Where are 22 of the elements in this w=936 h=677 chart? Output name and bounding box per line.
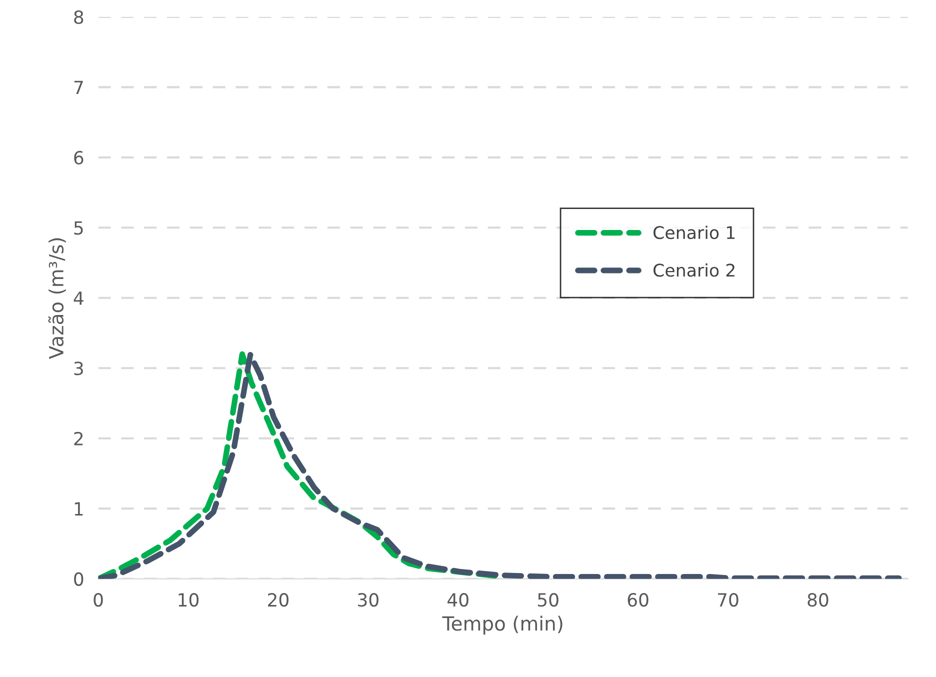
legend-label: Cenario 2 [654,263,734,277]
legend-label: Cenario 1 [654,226,735,240]
x-tick-label: 30 [358,593,378,607]
x-tick-label: 10 [178,593,199,607]
x-tick-label: 0 [94,593,103,607]
y-tick-label: 6 [74,150,84,165]
x-tick-label: 70 [718,593,738,607]
x-axis-title: Tempo (min) [442,616,562,635]
y-tick-label: 7 [74,80,83,94]
y-tick-label: 3 [74,362,83,376]
x-tick-label: 20 [268,593,288,607]
y-tick-label: 8 [74,10,84,24]
y-tick-label: 5 [74,221,83,235]
y-tick-label: 1 [74,502,83,516]
y-tick-label: 2 [74,432,83,446]
y-axis-title: Vazão (m³/s) [48,238,66,359]
x-tick-label: 50 [538,593,558,607]
y-tick-label: 4 [74,292,84,305]
x-tick-label: 80 [808,593,828,607]
y-tick-label: 0 [74,572,84,586]
x-tick-label: 40 [448,593,468,607]
x-tick-label: 60 [628,593,648,607]
